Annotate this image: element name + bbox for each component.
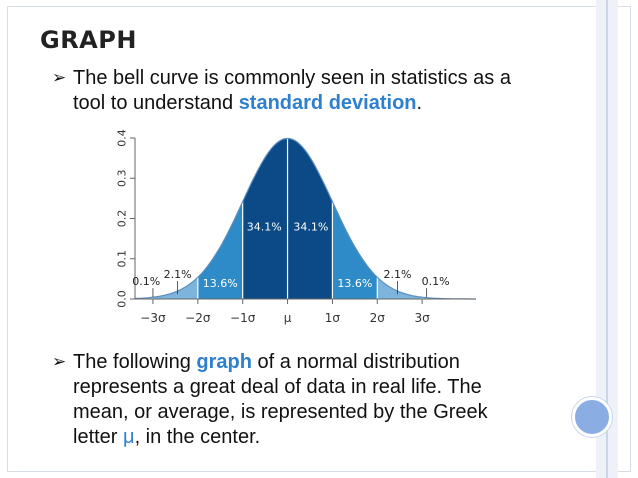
band-area bbox=[377, 277, 423, 299]
arrow-bullet-icon: ➢ bbox=[52, 352, 67, 372]
x-tick-label: μ bbox=[284, 311, 292, 325]
tail-percent-label: 0.1% bbox=[422, 275, 450, 288]
bullet-text-end: , in the center. bbox=[134, 426, 261, 448]
slide-frame bbox=[7, 6, 631, 472]
band-percent-label: 34.1% bbox=[247, 221, 282, 234]
highlight-graph: graph bbox=[196, 351, 252, 373]
tail-percent-label: 0.1% bbox=[132, 275, 160, 288]
y-tick-label: 0.0 bbox=[116, 290, 129, 308]
x-tick-label: 2σ bbox=[370, 311, 386, 325]
bullet-text: The following graph of a normal distribu… bbox=[52, 350, 522, 450]
mu-symbol: μ bbox=[123, 426, 135, 448]
x-tick-label: −3σ bbox=[140, 311, 166, 325]
x-tick-label: 3σ bbox=[415, 311, 431, 325]
curve-outline bbox=[134, 137, 476, 300]
band-percent-label: 2.1% bbox=[384, 268, 412, 281]
bullet-text-part: The bell curve is commonly seen in stati… bbox=[73, 67, 511, 114]
band-percent-label: 2.1% bbox=[164, 268, 192, 281]
x-tick-label: −2σ bbox=[185, 311, 211, 325]
bullet-text-end: . bbox=[416, 92, 423, 114]
bullet-text-part: The following bbox=[73, 351, 197, 373]
normal-distribution-chart: 0.0 0.1 0.2 0.3 0.4 −3σ −2σ −1σ μ 1σ 2σ 3σ 2.1% 13.6%… bbox=[116, 129, 476, 325]
decorative-circle bbox=[572, 397, 612, 437]
x-tick-label: −1σ bbox=[230, 311, 256, 325]
bullet-graph: ➢ The following graph of a normal distri… bbox=[52, 350, 522, 450]
y-tick-label: 0.2 bbox=[116, 210, 129, 228]
band-area bbox=[287, 138, 333, 299]
band-percent-label: 13.6% bbox=[203, 277, 238, 290]
side-decoration-line bbox=[606, 0, 608, 478]
band-percent-label: 13.6% bbox=[337, 277, 372, 290]
y-tick-label: 0.4 bbox=[116, 129, 129, 147]
slide-title: GRAPH bbox=[40, 26, 137, 54]
bullet-bell-curve: ➢ The bell curve is commonly seen in sta… bbox=[52, 66, 522, 116]
y-tick-label: 0.3 bbox=[116, 170, 129, 188]
y-tick-label: 0.1 bbox=[116, 250, 129, 268]
band-area bbox=[152, 277, 198, 299]
x-tick-label: 1σ bbox=[325, 311, 341, 325]
band-area bbox=[242, 138, 288, 299]
bullet-text-part: of a normal distribution represents a gr… bbox=[73, 351, 488, 448]
highlight-standard-deviation: standard deviation bbox=[238, 92, 417, 114]
band-percent-label: 34.1% bbox=[293, 221, 328, 234]
arrow-bullet-icon: ➢ bbox=[52, 68, 67, 88]
bullet-text: The bell curve is commonly seen in stati… bbox=[52, 66, 522, 116]
